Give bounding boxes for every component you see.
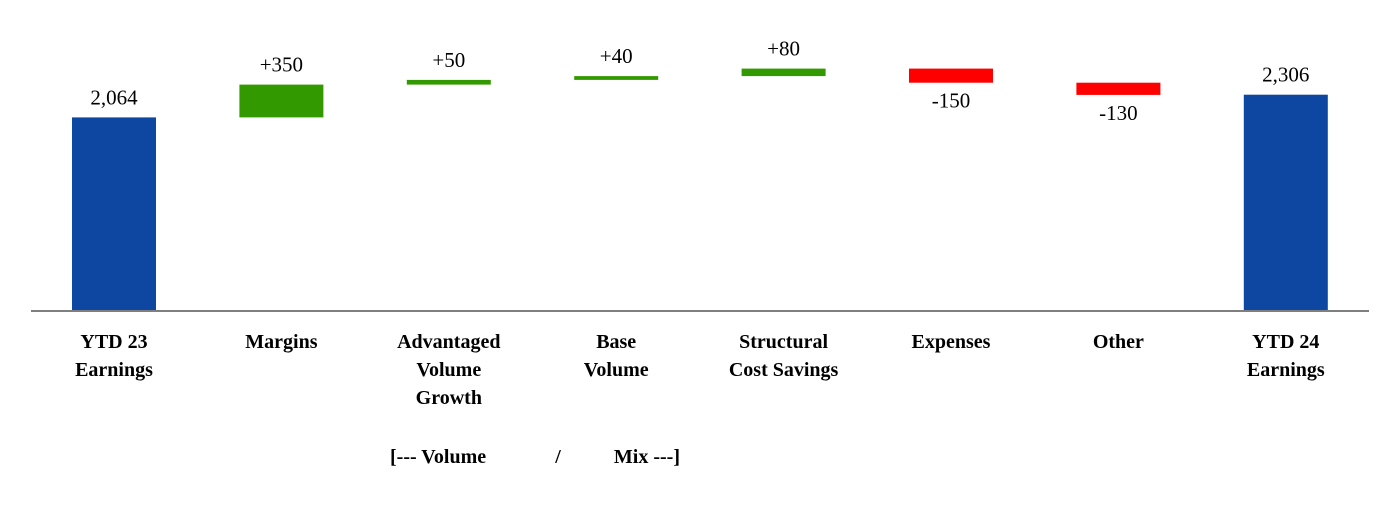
category-label-5: Expenses bbox=[912, 331, 991, 353]
category-label-line: YTD 23 bbox=[80, 331, 147, 353]
value-label-0: 2,064 bbox=[90, 85, 138, 109]
category-label-1: Margins bbox=[245, 331, 317, 353]
group-annotation: [--- Volume / Mix ---] bbox=[390, 446, 680, 468]
group-annotation-start: [--- Volume bbox=[390, 446, 486, 468]
value-label-5: -150 bbox=[932, 89, 971, 113]
category-label-line: Earnings bbox=[1247, 359, 1325, 381]
bar-1 bbox=[239, 84, 324, 118]
category-label-2: Advantaged Volume Growth bbox=[397, 331, 500, 409]
bar-4 bbox=[741, 68, 826, 77]
category-label-line: Volume bbox=[584, 359, 649, 381]
category-label-line: Base bbox=[596, 331, 636, 353]
category-label-3: Base Volume bbox=[584, 331, 649, 381]
category-labels-layer: YTD 23 Earnings Margins Advantaged Volume Gro… bbox=[75, 331, 1325, 409]
value-label-4: +80 bbox=[767, 37, 800, 61]
bar-0 bbox=[72, 117, 156, 312]
bars-layer bbox=[72, 68, 1328, 312]
category-label-7: YTD 24 Earnings bbox=[1247, 331, 1325, 381]
category-label-line: Cost Savings bbox=[729, 359, 839, 381]
category-label-line: YTD 24 bbox=[1252, 331, 1319, 353]
bar-3 bbox=[574, 76, 659, 80]
value-label-1: +350 bbox=[260, 53, 303, 77]
bar-5 bbox=[909, 68, 993, 83]
value-labels-layer: 2,064 +350 +50 +40 +80 -150 -130 2,306 bbox=[90, 37, 1309, 125]
value-label-7: 2,306 bbox=[1262, 63, 1309, 87]
category-label-4: Structural Cost Savings bbox=[729, 331, 839, 381]
bar-7 bbox=[1243, 94, 1328, 311]
bar-6 bbox=[1076, 82, 1161, 95]
bar-2 bbox=[406, 79, 491, 85]
value-label-2: +50 bbox=[432, 48, 465, 72]
value-label-3: +40 bbox=[600, 44, 633, 68]
value-label-6: -130 bbox=[1099, 101, 1138, 125]
category-label-line: Earnings bbox=[75, 359, 153, 381]
category-label-line: Advantaged bbox=[397, 331, 500, 353]
category-label-line: Margins bbox=[245, 331, 317, 353]
group-annotation-divider: / bbox=[554, 446, 561, 468]
group-annotation-end: Mix ---] bbox=[614, 446, 680, 468]
category-label-line: Structural bbox=[739, 331, 828, 353]
category-label-6: Other bbox=[1093, 331, 1144, 353]
category-label-line: Growth bbox=[416, 387, 482, 409]
category-label-line: Volume bbox=[416, 359, 481, 381]
category-label-line: Other bbox=[1093, 331, 1144, 353]
category-label-0: YTD 23 Earnings bbox=[75, 331, 153, 381]
category-label-line: Expenses bbox=[912, 331, 991, 353]
